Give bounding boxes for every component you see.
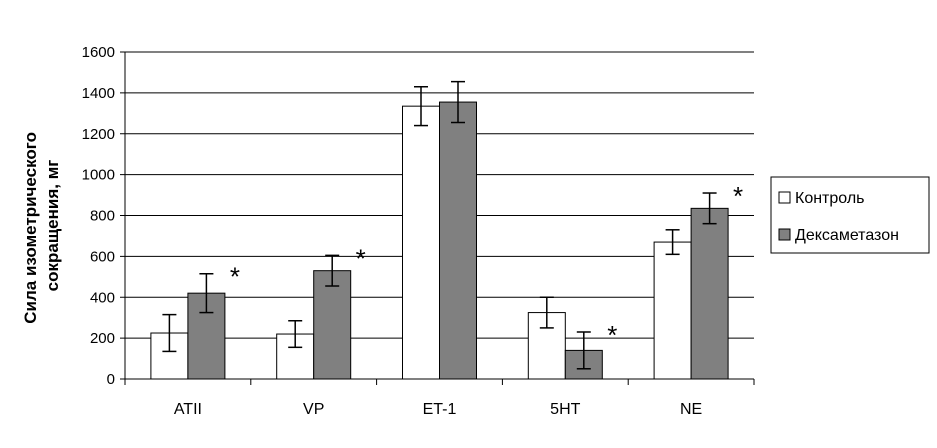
legend-swatch-control	[778, 191, 791, 204]
significance-marker: *	[607, 320, 617, 350]
axes	[120, 51, 755, 385]
x-tick-label: VP	[303, 401, 324, 418]
bar-dexamethasone	[439, 101, 477, 380]
legend-box	[770, 176, 930, 254]
y-tick-label: 1200	[82, 126, 115, 143]
y-tick-label: 600	[90, 248, 115, 265]
y-axis-label: Сила изометрического сокращения, мг	[21, 127, 62, 324]
bar-dexamethasone	[313, 270, 352, 380]
x-tick-label: ATII	[174, 401, 202, 418]
bars	[150, 101, 729, 380]
bar-control	[653, 241, 692, 380]
y-tick-labels: 0 200 400 600 800 1000 1200 1400 1600	[82, 44, 115, 388]
x-tick-label: NE	[680, 401, 702, 418]
significance-markers: * * * *	[230, 181, 743, 350]
x-tick-labels: ATII VP ET-1 5HT NE	[174, 401, 702, 418]
y-tick-label: 1000	[82, 167, 115, 184]
bar-control	[402, 105, 440, 380]
significance-marker: *	[733, 181, 743, 211]
error-bars	[162, 80, 717, 370]
y-tick-label: 0	[107, 371, 115, 388]
x-tick-label: ET-1	[423, 401, 457, 418]
legend-label-control: Контроль	[795, 190, 865, 207]
y-tick-label: 400	[90, 289, 115, 306]
y-tick-label: 800	[90, 208, 115, 225]
legend: Контроль Дексаметазон	[770, 176, 930, 254]
significance-marker: *	[230, 262, 240, 292]
y-axis-label-line-2: сокращения, мг	[43, 160, 62, 292]
legend-swatch-dexamethasone	[778, 228, 791, 241]
significance-marker: *	[356, 243, 366, 273]
y-tick-label: 1600	[82, 44, 115, 61]
legend-label-dexamethasone: Дексаметазон	[795, 227, 899, 244]
bar-dexamethasone	[690, 207, 729, 380]
y-axis-label-line-1: Сила изометрического	[21, 132, 40, 324]
y-tick-label: 1400	[82, 85, 115, 102]
x-tick-label: 5HT	[550, 401, 580, 418]
y-tick-label: 200	[90, 330, 115, 347]
